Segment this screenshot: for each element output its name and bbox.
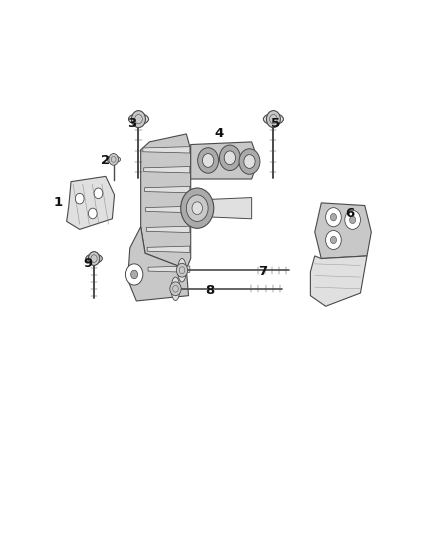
- Polygon shape: [146, 226, 190, 232]
- Polygon shape: [311, 256, 367, 306]
- Circle shape: [198, 148, 219, 173]
- Circle shape: [88, 208, 97, 219]
- Circle shape: [224, 151, 236, 165]
- Text: 1: 1: [53, 196, 63, 209]
- Polygon shape: [191, 198, 252, 219]
- Circle shape: [88, 252, 100, 265]
- Circle shape: [177, 263, 187, 277]
- Polygon shape: [315, 203, 371, 259]
- Text: 6: 6: [345, 207, 354, 220]
- Polygon shape: [141, 134, 191, 269]
- Circle shape: [170, 282, 181, 296]
- Polygon shape: [191, 142, 258, 179]
- Circle shape: [330, 214, 336, 221]
- Polygon shape: [143, 147, 190, 153]
- Text: 4: 4: [214, 127, 224, 140]
- Circle shape: [325, 230, 341, 249]
- Circle shape: [125, 264, 143, 285]
- Polygon shape: [148, 266, 190, 272]
- Polygon shape: [144, 166, 190, 173]
- Circle shape: [345, 211, 360, 229]
- Ellipse shape: [128, 114, 148, 125]
- Ellipse shape: [86, 254, 102, 263]
- Polygon shape: [67, 176, 115, 229]
- Text: 5: 5: [271, 117, 280, 130]
- Circle shape: [330, 236, 336, 244]
- Circle shape: [325, 208, 341, 227]
- Circle shape: [219, 145, 240, 171]
- Circle shape: [202, 154, 214, 167]
- Circle shape: [350, 216, 356, 223]
- Polygon shape: [127, 227, 188, 301]
- Ellipse shape: [171, 277, 180, 301]
- Circle shape: [109, 154, 118, 165]
- Circle shape: [186, 195, 208, 221]
- Circle shape: [131, 111, 145, 127]
- Text: 7: 7: [258, 265, 267, 278]
- Circle shape: [192, 202, 202, 215]
- Text: 9: 9: [84, 257, 93, 270]
- Text: 8: 8: [206, 284, 215, 297]
- Circle shape: [131, 270, 138, 279]
- Polygon shape: [147, 246, 190, 253]
- Polygon shape: [145, 187, 190, 193]
- Polygon shape: [145, 206, 190, 213]
- Circle shape: [244, 155, 255, 168]
- Circle shape: [94, 188, 103, 199]
- Ellipse shape: [263, 114, 283, 125]
- Text: 3: 3: [127, 117, 137, 130]
- Ellipse shape: [107, 156, 120, 163]
- Circle shape: [239, 149, 260, 174]
- Circle shape: [266, 111, 280, 127]
- Circle shape: [75, 193, 84, 204]
- Text: 2: 2: [101, 154, 110, 167]
- Circle shape: [181, 188, 214, 228]
- Ellipse shape: [178, 259, 186, 282]
